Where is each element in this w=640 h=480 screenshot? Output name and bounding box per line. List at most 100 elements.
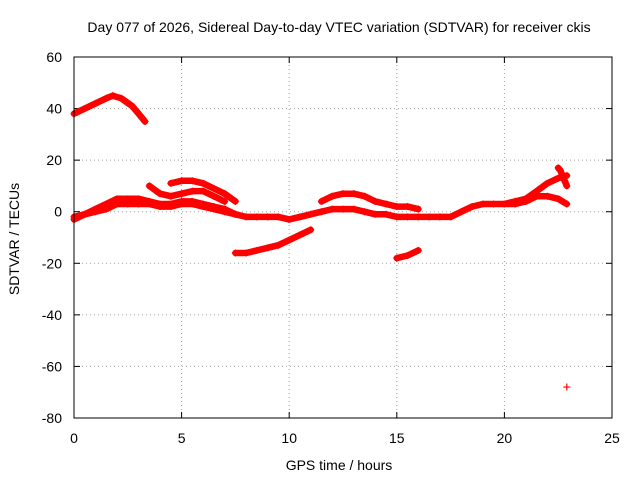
plot-frame [73, 56, 613, 419]
data-point [511, 197, 519, 205]
data-point [210, 203, 218, 211]
data-point [221, 190, 229, 198]
x-tick-label: 15 [389, 430, 405, 446]
data-point [128, 102, 136, 110]
data-point [178, 197, 186, 205]
data-point [393, 213, 401, 221]
series-line [70, 195, 239, 223]
y-axis-label: SDTVAR / TECUs [6, 183, 22, 295]
data-point [109, 92, 117, 100]
x-tick-label: 0 [70, 430, 78, 446]
data-point [178, 177, 186, 185]
data-point [563, 383, 571, 391]
data-point [361, 208, 369, 216]
data-point [317, 197, 325, 205]
data-point [231, 249, 239, 257]
data-point [559, 172, 567, 180]
data-series [70, 92, 571, 391]
data-point [371, 197, 379, 205]
data-point [274, 213, 282, 221]
data-point [393, 203, 401, 211]
data-point [145, 197, 153, 205]
data-point [479, 200, 487, 208]
data-point [188, 187, 196, 195]
data-point [124, 195, 132, 203]
data-point [414, 205, 422, 213]
data-point [533, 187, 541, 195]
data-point [468, 203, 476, 211]
data-point [296, 231, 304, 239]
data-point [350, 190, 358, 198]
data-point [522, 195, 530, 203]
y-tick-label: 60 [46, 49, 62, 65]
y-tick-label: -40 [42, 307, 62, 323]
data-point [117, 94, 125, 102]
data-point [490, 200, 498, 208]
data-point [274, 241, 282, 249]
y-tick-label: -20 [42, 255, 62, 271]
data-point [425, 213, 433, 221]
y-tick-label: 0 [54, 204, 62, 220]
data-point [393, 254, 401, 262]
data-point [563, 200, 571, 208]
data-point [543, 192, 551, 200]
data-point [178, 190, 186, 198]
data-point [156, 200, 164, 208]
data-point [81, 210, 89, 218]
data-point [135, 195, 143, 203]
y-tick-label: 20 [46, 152, 62, 168]
data-point [285, 236, 293, 244]
data-point [500, 200, 508, 208]
data-point [199, 187, 207, 195]
series-arc-b [70, 195, 239, 223]
data-point [167, 179, 175, 187]
data-point [350, 205, 358, 213]
series-outlier [563, 383, 571, 391]
y-tick-label: -60 [42, 358, 62, 374]
data-point [242, 249, 250, 257]
data-point [242, 213, 250, 221]
series-arc-spike [554, 164, 571, 190]
series-arc-d [167, 177, 239, 205]
x-tick-label: 20 [497, 430, 513, 446]
data-point [81, 105, 89, 113]
data-point [457, 208, 465, 216]
data-point [264, 244, 272, 252]
data-point [221, 205, 229, 213]
data-point [145, 182, 153, 190]
data-point [296, 213, 304, 221]
data-point [556, 166, 564, 174]
data-point [371, 210, 379, 218]
data-point [561, 177, 569, 185]
data-point [102, 200, 110, 208]
data-point [339, 205, 347, 213]
data-point [210, 192, 218, 200]
data-point [307, 210, 315, 218]
x-tick-label: 10 [281, 430, 297, 446]
data-point [361, 192, 369, 200]
data-point [231, 197, 239, 205]
data-point [382, 200, 390, 208]
data-point [92, 205, 100, 213]
y-tick-label: 40 [46, 101, 62, 117]
data-point [188, 177, 196, 185]
data-point [404, 203, 412, 211]
data-point [563, 182, 571, 190]
data-point [339, 190, 347, 198]
x-tick-label: 5 [178, 430, 186, 446]
y-tick-labels: -80 -60 -40 -20 0 20 40 60 [42, 49, 62, 426]
data-point [382, 210, 390, 218]
data-point [414, 213, 422, 221]
data-point [188, 197, 196, 205]
data-point [554, 195, 562, 203]
data-point [414, 246, 422, 254]
data-point [253, 213, 261, 221]
data-point [436, 213, 444, 221]
series-line [318, 190, 422, 213]
data-point [231, 210, 239, 218]
data-point [404, 252, 412, 260]
y-tick-label: -80 [42, 410, 62, 426]
data-point [167, 192, 175, 200]
x-tick-label: 25 [604, 430, 620, 446]
